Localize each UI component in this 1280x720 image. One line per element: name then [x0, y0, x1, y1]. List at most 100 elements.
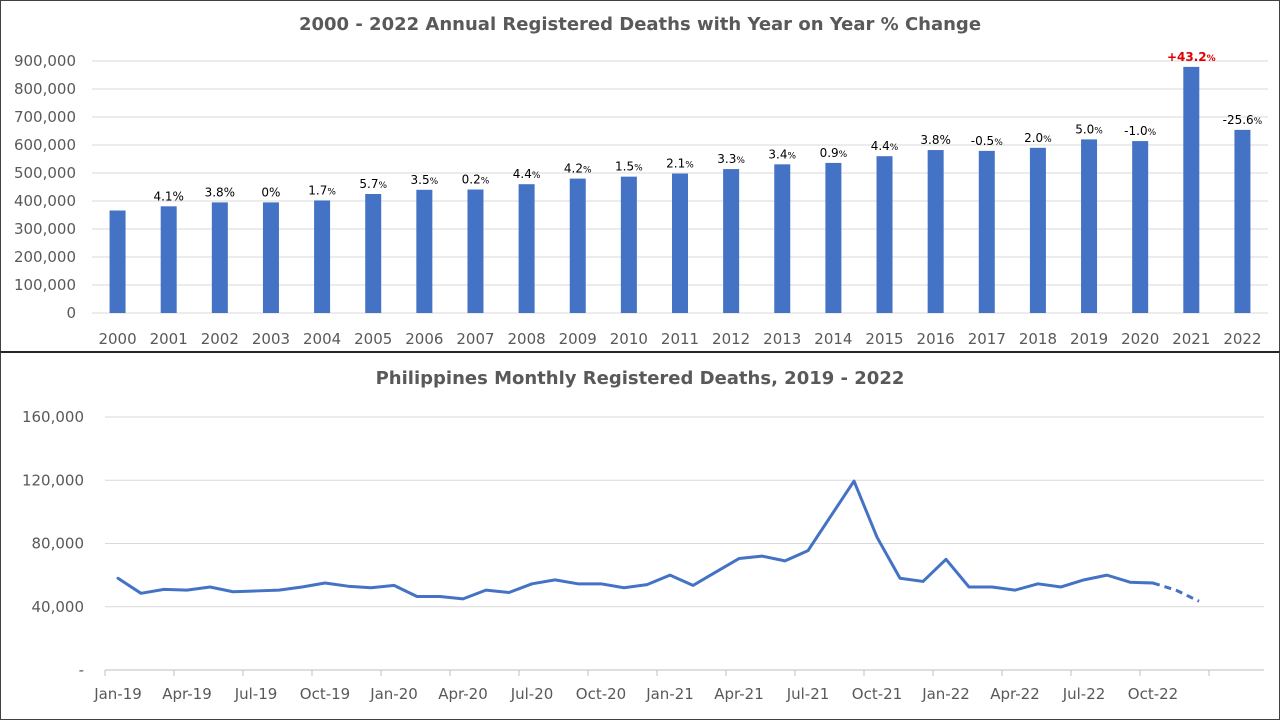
bar — [365, 194, 382, 313]
bar-data-label-unit: % — [430, 177, 439, 187]
bar-data-label: 3.3% — [717, 152, 745, 166]
bar-x-tick-label: 2008 — [508, 330, 546, 348]
bar-data-label: 2.0% — [1024, 131, 1052, 145]
bar — [467, 189, 484, 313]
bar-x-tick-label: 2005 — [354, 330, 392, 348]
bar-data-label-value: 3.4 — [768, 147, 787, 161]
bar — [518, 184, 535, 313]
bar-data-label-value: 4.4 — [513, 167, 532, 181]
bar-x-tick-label: 2011 — [661, 330, 699, 348]
bar-data-label: 2.1% — [666, 157, 694, 171]
bar — [109, 210, 126, 313]
bar-x-tick-label: 2003 — [252, 330, 290, 348]
bar-data-label-unit: % — [890, 143, 899, 153]
bar-data-label: -0.5% — [971, 134, 1003, 148]
bar — [723, 169, 740, 313]
bar-data-label-value: 5.0 — [1075, 122, 1094, 136]
bar — [672, 173, 688, 313]
line-x-tick-label: Apr-21 — [714, 685, 764, 703]
bar-y-tick-label: 300,000 — [14, 220, 76, 238]
line-chart-y-axis: - 40,000 80,000 120,000 160,000 — [22, 408, 84, 679]
bar-data-label-value: 1.5 — [615, 160, 634, 174]
bar-data-label: 4.1% — [153, 189, 184, 203]
bar-data-label-value: 3.3 — [717, 152, 736, 166]
bar — [160, 206, 177, 313]
bar-y-tick-label: 800,000 — [14, 80, 76, 98]
bar-x-tick-label: 2013 — [763, 330, 801, 348]
bar-data-label: 1.5% — [615, 160, 643, 174]
bar-y-tick-label: 500,000 — [14, 164, 76, 182]
line-x-tick-label: Jan-22 — [921, 685, 970, 703]
bar — [927, 150, 944, 313]
line-chart-title: Philippines Monthly Registered Deaths, 2… — [376, 368, 905, 389]
bar-x-tick-label: 2017 — [968, 330, 1006, 348]
bar-data-label-unit: % — [1207, 54, 1216, 64]
bar-chart-y-axis: 0 100,000 200,000 300,000 400,000 500,000 600,… — [14, 52, 76, 322]
bar — [876, 156, 893, 313]
bar-chart-title: 2000 - 2022 Annual Registered Deaths wit… — [299, 14, 981, 35]
bar-data-label: 3.5% — [411, 173, 439, 187]
bar — [262, 202, 279, 313]
bar-data-label: 5.0% — [1075, 122, 1103, 136]
bar-y-tick-label: 700,000 — [14, 108, 76, 126]
bar-x-tick-label: 2006 — [405, 330, 443, 348]
line-x-tick-label: Oct-21 — [852, 685, 902, 703]
bar-data-label-value: 4.1% — [153, 189, 184, 203]
line-x-tick-label: Apr-22 — [990, 685, 1040, 703]
line-x-tick-label: Jul-20 — [510, 685, 554, 703]
line-x-tick-label: Jul-19 — [234, 685, 278, 703]
bar — [211, 202, 228, 313]
bar-data-label: -25.6% — [1223, 113, 1263, 127]
bar — [416, 189, 433, 313]
bar-data-label-value: 1.7 — [308, 183, 327, 197]
bar-y-tick-label: 100,000 — [14, 276, 76, 294]
bar-x-tick-label: 2012 — [712, 330, 750, 348]
bar-data-label-value: 3.8% — [920, 133, 951, 147]
monthly-deaths-line — [116, 479, 1155, 601]
line-x-tick-label: Jul-22 — [1062, 685, 1106, 703]
bar — [1234, 129, 1251, 313]
line-x-tick-label: Jan-21 — [645, 685, 694, 703]
bar — [1132, 141, 1149, 313]
line-x-tick-label: Apr-19 — [162, 685, 212, 703]
line-x-tick-label: Oct-20 — [576, 685, 626, 703]
bar — [620, 176, 637, 313]
bar-data-label-unit: % — [378, 181, 387, 191]
bar-data-label-value: 2.0 — [1024, 131, 1043, 145]
bar-data-label-unit: % — [1094, 126, 1103, 136]
monthly-deaths-chart-panel — [0, 351, 1280, 720]
bar-y-tick-label: 400,000 — [14, 192, 76, 210]
line-x-tick-label: Jan-20 — [369, 685, 418, 703]
bar-x-tick-label: 2007 — [456, 330, 494, 348]
bar-data-label-unit: % — [788, 151, 797, 161]
bar-x-tick-label: 2019 — [1070, 330, 1108, 348]
bar-data-label-value: -1.0 — [1124, 124, 1147, 138]
bar-y-tick-label: 900,000 — [14, 52, 76, 70]
bar-x-tick-label: 2009 — [559, 330, 597, 348]
bar-x-tick-label: 2020 — [1121, 330, 1159, 348]
bar-x-tick-label: 2002 — [201, 330, 239, 348]
bar-x-tick-label: 2004 — [303, 330, 341, 348]
bar — [774, 164, 791, 313]
bar-data-label-value: 3.5 — [411, 173, 430, 187]
monthly-deaths-line-provisional — [1152, 581, 1200, 603]
bar-data-label-value: 0.9 — [820, 146, 839, 160]
bar — [1183, 66, 1200, 313]
bar-data-label-value: 2.1 — [666, 157, 685, 171]
bar-data-label-value: -25.6 — [1223, 113, 1254, 127]
bar-data-label: 5.7% — [359, 177, 387, 191]
bar-x-tick-label: 2001 — [150, 330, 188, 348]
bar-data-label-unit: % — [1043, 135, 1052, 145]
bar-data-label-value: 4.4 — [871, 139, 890, 153]
bar-x-tick-label: 2000 — [98, 330, 136, 348]
bar-x-tick-label: 2022 — [1223, 330, 1261, 348]
bar-data-label: 4.4% — [871, 139, 899, 153]
bar — [1081, 139, 1098, 313]
bar-data-label-unit: % — [1254, 117, 1263, 127]
line-x-tick-label: Oct-19 — [300, 685, 350, 703]
bar-data-label: +43.2% — [1167, 50, 1216, 64]
bar-chart-x-axis: 2000 2001 2002 2003 2004 2005 2006 2007 2008 2009… — [98, 330, 1261, 348]
bar-data-label: 1.7% — [308, 183, 336, 197]
bar-data-label-unit: % — [736, 156, 745, 166]
